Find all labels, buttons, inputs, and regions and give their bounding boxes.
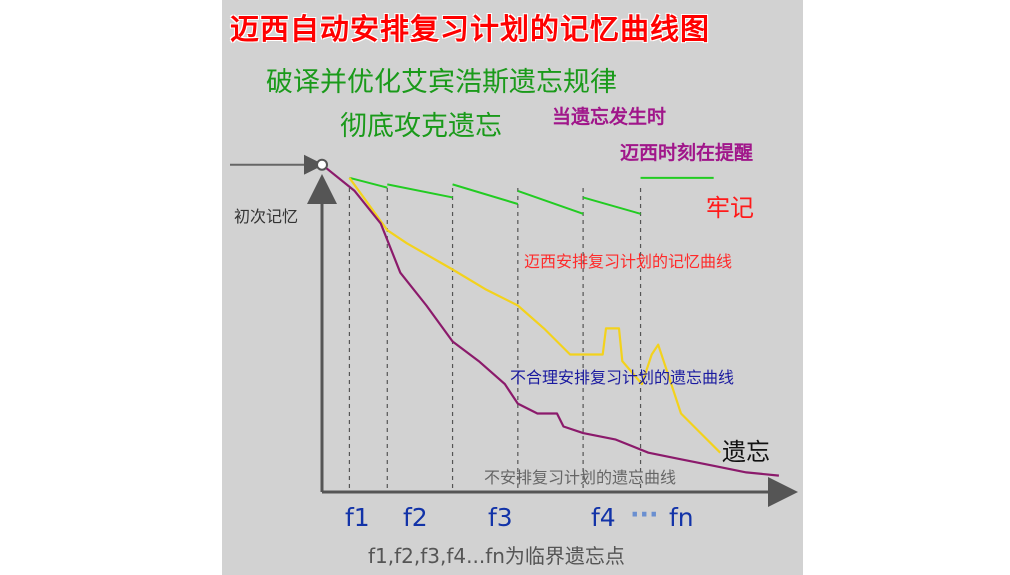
initial-memory-point: [316, 158, 328, 171]
green-memory-segment-2: [387, 183, 453, 199]
green-memory-segment-4: [517, 189, 584, 215]
subtitle-line-2: 彻底攻克遗忘: [340, 111, 502, 142]
y-axis-label: 初次记忆: [234, 207, 299, 226]
green-memory-segment-5: [582, 196, 641, 215]
purple-forgetting-curve: [321, 163, 780, 477]
yellow-curve-name-label: 不合理安排复习计划的遗忘曲线: [510, 368, 735, 387]
x-tick-f2: f2: [403, 503, 428, 532]
yellow-forgetting-curve: [348, 177, 721, 454]
chart-panel: 迈西自动安排复习计划的记忆曲线图 破译并优化艾宾浩斯遗忘规律 彻底攻克遗忘 当遗…: [222, 0, 803, 575]
green-curve-name-label: 迈西安排复习计划的记忆曲线: [524, 252, 733, 271]
purple-curve-end-label: 遗忘: [722, 438, 770, 466]
x-tick-f3: f3: [488, 503, 513, 532]
green-memory-segment-3: [452, 183, 519, 205]
annotation-1: 当遗忘发生时: [552, 106, 667, 128]
annotation-2: 迈西时刻在提醒: [620, 142, 754, 164]
chart-svg: [230, 154, 798, 507]
x-tick-ellipsis: ···: [630, 500, 659, 529]
purple-curve-name-label: 不安排复习计划的遗忘曲线: [484, 468, 677, 487]
green-memory-segment-1: [349, 176, 388, 189]
x-tick-fn: fn: [669, 503, 694, 532]
x-axis-footnote: f1,f2,f3,f4...fn为临界遗忘点: [368, 544, 625, 568]
green-curve-end-label: 牢记: [706, 194, 754, 222]
subtitle-line-1: 破译并优化艾宾浩斯遗忘规律: [266, 67, 617, 98]
chart-title: 迈西自动安排复习计划的记忆曲线图: [230, 12, 711, 46]
x-tick-f4: f4: [591, 503, 616, 532]
x-tick-f1: f1: [345, 503, 370, 532]
